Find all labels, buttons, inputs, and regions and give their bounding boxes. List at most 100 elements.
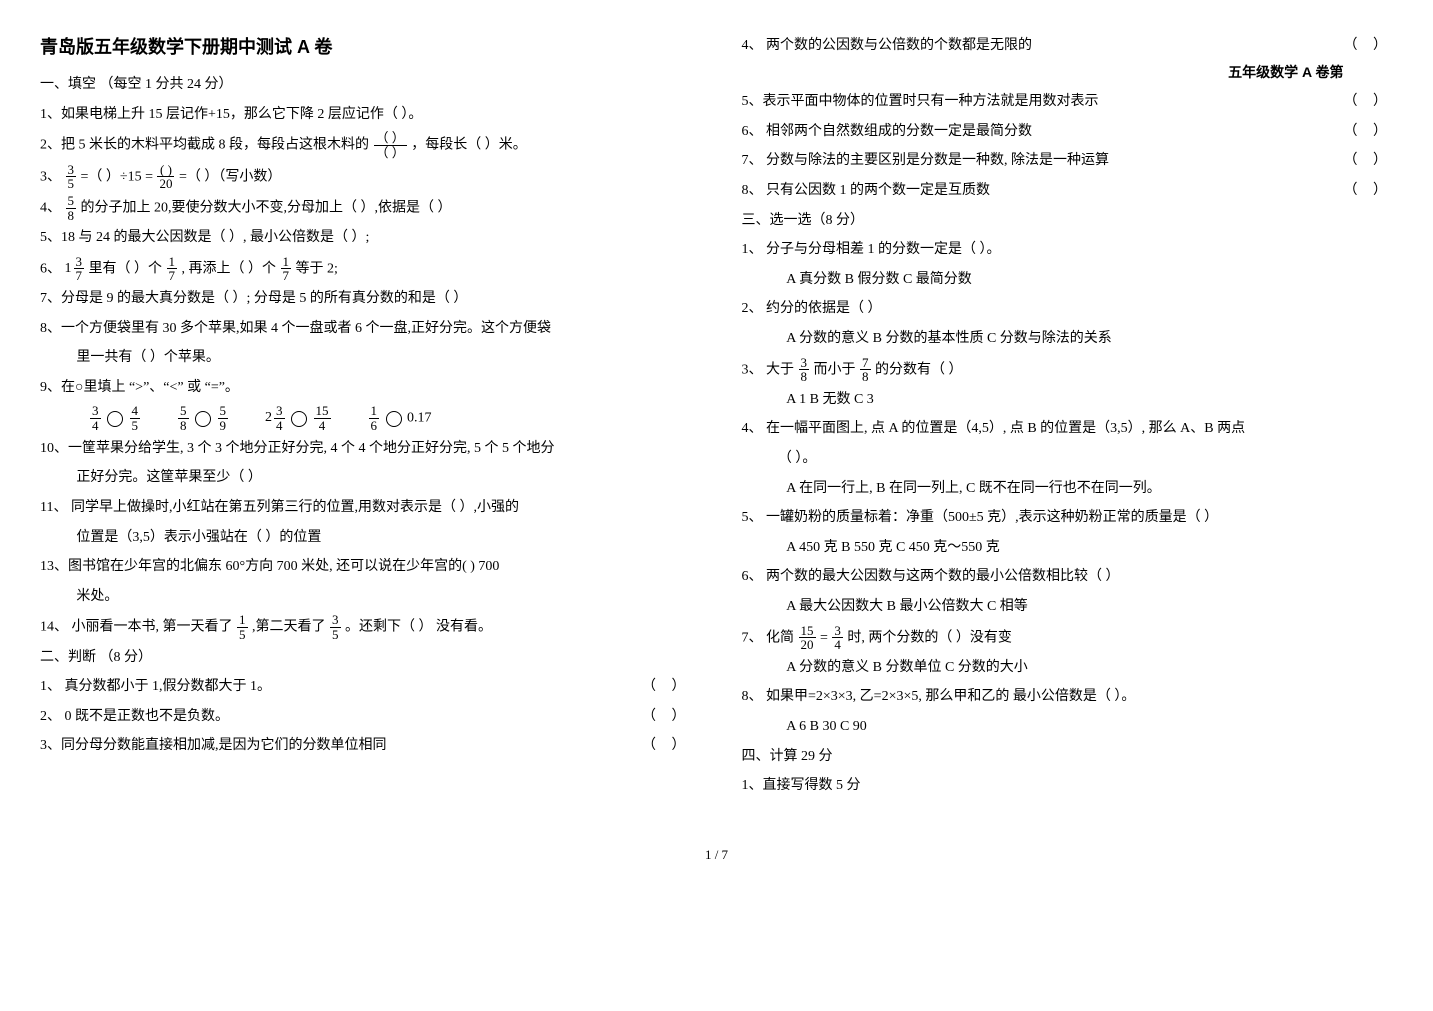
q14-a: 14、 小丽看一本书, 第一天看了 [40, 620, 233, 635]
q6-b: 里有（ ）个 [89, 261, 163, 276]
q4-b: 的分子加上 20,要使分数大小不变,分母加上（ ）,依据是（ ） [81, 200, 452, 215]
q6: 6、 1 37 里有（ ）个 17 , 再添上（ ）个 17 等于 2; [40, 255, 692, 283]
q3-a: 3、 [40, 169, 61, 184]
q14: 14、 小丽看一本书, 第一天看了 15 ,第二天看了 35 。还剩下（ ） 没… [40, 613, 692, 641]
q1: 1、如果电梯上升 15 层记作+15，那么它下降 2 层应记作（ ）。 [40, 102, 692, 129]
c5: 5、 一罐奶粉的质量标着：净重（500±5 克）,表示这种奶粉正常的质量是（ ） [742, 505, 1394, 532]
circle-icon [107, 411, 123, 427]
q6-d: 等于 2; [296, 261, 338, 276]
c7-frac-b: 34 [831, 624, 844, 652]
q14-frac-a: 15 [236, 613, 249, 641]
c3-a: 3、 大于 [742, 362, 795, 377]
right-header: 五年级数学 A 卷第 [742, 59, 1394, 86]
c3-options: A 1 B 无数 C 3 [742, 387, 1394, 414]
q11a: 11、 同学早上做操时,小红站在第五列第三行的位置,用数对表示是（ ）,小强的 [40, 495, 692, 522]
q4-frac: 58 [65, 194, 78, 222]
q14-c: 。还剩下（ ） 没有看。 [345, 620, 492, 635]
q3-c: =（ ）（写小数） [179, 169, 281, 184]
c3-frac-b: 78 [859, 356, 872, 384]
section-1-head: 一、填空 （每空 1 分共 24 分） [40, 72, 692, 99]
q2: 2、把 5 米长的木料平均截成 8 段，每段占这根木料的 （ ）（ ） ，每段长… [40, 131, 692, 159]
q3: 3、 35 =（ ）÷15 = ( )20 =（ ）（写小数） [40, 163, 692, 191]
section-4-head: 四、计算 29 分 [742, 744, 1394, 771]
q6-mixed: 1 37 [65, 255, 86, 283]
cmp-2: 58 59 [177, 404, 229, 432]
c7: 7、 化简 1520 = 34 时, 两个分数的（ ）没有变 [742, 624, 1394, 652]
j5: （ ） 5、表示平面中物体的位置时只有一种方法就是用数对表示 [742, 89, 1394, 116]
q6-a: 6、 [40, 261, 61, 276]
q6-c: , 再添上（ ）个 [182, 261, 277, 276]
c4a: 4、 在一幅平面图上, 点 A 的位置是（4,5）, 点 B 的位置是（3,5）… [742, 416, 1394, 443]
circle-icon [386, 411, 402, 427]
q14-b: ,第二天看了 [252, 620, 326, 635]
q3-frac-b: ( )20 [156, 163, 175, 191]
q11b: 位置是（3,5）表示小强站在（ ）的位置 [40, 525, 692, 552]
page-footer: 1 / 7 [40, 843, 1393, 868]
q10b: 正好分完。这筐苹果至少（ ） [40, 465, 692, 492]
tf-paren: （ ） [1344, 33, 1394, 60]
tf-paren: （ ） [642, 704, 692, 731]
tf-paren: （ ） [1344, 89, 1394, 116]
q7: 7、分母是 9 的最大真分数是（ ）; 分母是 5 的所有真分数的和是（ ） [40, 286, 692, 313]
c8: 8、 如果甲=2×3×3, 乙=2×3×5, 那么甲和乙的 最小公倍数是（ ）。 [742, 684, 1394, 711]
q3-b: =（ ）÷15 = [81, 169, 153, 184]
tf-paren: （ ） [1344, 148, 1394, 175]
q9: 9、在○里填上 “>”、“<” 或 “=”。 [40, 375, 692, 402]
c4b: （ ）。 [742, 446, 1394, 473]
c3-b: 而小于 [814, 362, 856, 377]
j8: （ ） 8、 只有公因数 1 的两个数一定是互质数 [742, 178, 1394, 205]
section-3-head: 三、选一选（8 分） [742, 208, 1394, 235]
q8b: 里一共有（ ）个苹果。 [40, 345, 692, 372]
circle-icon [291, 411, 307, 427]
j1: （ ） 1、 真分数都小于 1,假分数都大于 1。 [40, 674, 692, 701]
c3: 3、 大于 38 而小于 78 的分数有（ ） [742, 356, 1394, 384]
c1: 1、 分子与分母相差 1 的分数一定是（ ）。 [742, 237, 1394, 264]
q8a: 8、一个方便袋里有 30 多个苹果,如果 4 个一盘或者 6 个一盘,正好分完。… [40, 316, 692, 343]
c5-options: A 450 克 B 550 克 C 450 克～550 克 [742, 535, 1394, 562]
c6: 6、 两个数的最大公因数与这两个数的最小公倍数相比较（ ） [742, 564, 1394, 591]
c2: 2、 约分的依据是（ ） [742, 296, 1394, 323]
tf-paren: （ ） [1344, 119, 1394, 146]
q4: 4、 58 的分子加上 20,要使分数大小不变,分母加上（ ）,依据是（ ） [40, 194, 692, 222]
cmp-4: 16 0.17 [368, 404, 432, 432]
c1-options: A 真分数 B 假分数 C 最简分数 [742, 267, 1394, 294]
circle-icon [195, 411, 211, 427]
q5: 5、18 与 24 的最大公因数是（ ）, 最小公倍数是（ ）; [40, 225, 692, 252]
q3-frac-a: 35 [65, 163, 78, 191]
cmp-1: 34 45 [89, 404, 141, 432]
c7-a: 7、 化简 [742, 630, 795, 645]
j4: （ ） 4、 两个数的公因数与公倍数的个数都是无限的 [742, 33, 1394, 60]
tf-paren: （ ） [642, 674, 692, 701]
c8-options: A 6 B 30 C 90 [742, 714, 1394, 741]
q9-compare-row: 34 45 58 59 2 34 154 16 0.17 [40, 404, 692, 432]
c7-frac-a: 1520 [798, 624, 817, 652]
q2-frac: （ ）（ ） [373, 131, 408, 159]
c7-eq: = [820, 630, 828, 645]
j2: （ ） 2、 0 既不是正数也不是负数。 [40, 704, 692, 731]
j3: （ ） 3、同分母分数能直接相加减,是因为它们的分数单位相同 [40, 733, 692, 760]
q6-frac-b: 17 [280, 255, 293, 283]
c6-options: A 最大公因数大 B 最小公倍数大 C 相等 [742, 594, 1394, 621]
cmp-3: 2 34 154 [265, 404, 332, 432]
page-title: 青岛版五年级数学下册期中测试 A 卷 [40, 30, 692, 64]
tf-paren: （ ） [1344, 178, 1394, 205]
q6-frac-a: 17 [166, 255, 179, 283]
c3-frac-a: 38 [798, 356, 811, 384]
j6: （ ） 6、 相邻两个自然数组成的分数一定是最简分数 [742, 119, 1394, 146]
c7-options: A 分数的意义 B 分数单位 C 分数的大小 [742, 655, 1394, 682]
q10a: 10、一筐苹果分给学生, 3 个 3 个地分正好分完, 4 个 4 个地分正好分… [40, 436, 692, 463]
j7: （ ） 7、 分数与除法的主要区别是分数是一种数, 除法是一种运算 [742, 148, 1394, 175]
q13a: 13、图书馆在少年宫的北偏东 60°方向 700 米处, 还可以说在少年宫的( … [40, 554, 692, 581]
c7-b: 时, 两个分数的（ ）没有变 [847, 630, 1012, 645]
q13b: 米处。 [40, 584, 692, 611]
q2-text-b: ，每段长（ ）米。 [411, 138, 527, 153]
q4-a: 4、 [40, 200, 61, 215]
q14-frac-b: 35 [329, 613, 342, 641]
sec4-1: 1、直接写得数 5 分 [742, 773, 1394, 800]
tf-paren: （ ） [642, 733, 692, 760]
c4-options: A 在同一行上, B 在同一列上, C 既不在同一行也不在同一列。 [742, 476, 1394, 503]
q2-text-a: 2、把 5 米长的木料平均截成 8 段，每段占这根木料的 [40, 138, 369, 153]
c3-c: 的分数有（ ） [875, 362, 963, 377]
section-2-head: 二、判断 （8 分） [40, 645, 692, 672]
c2-options: A 分数的意义 B 分数的基本性质 C 分数与除法的关系 [742, 326, 1394, 353]
